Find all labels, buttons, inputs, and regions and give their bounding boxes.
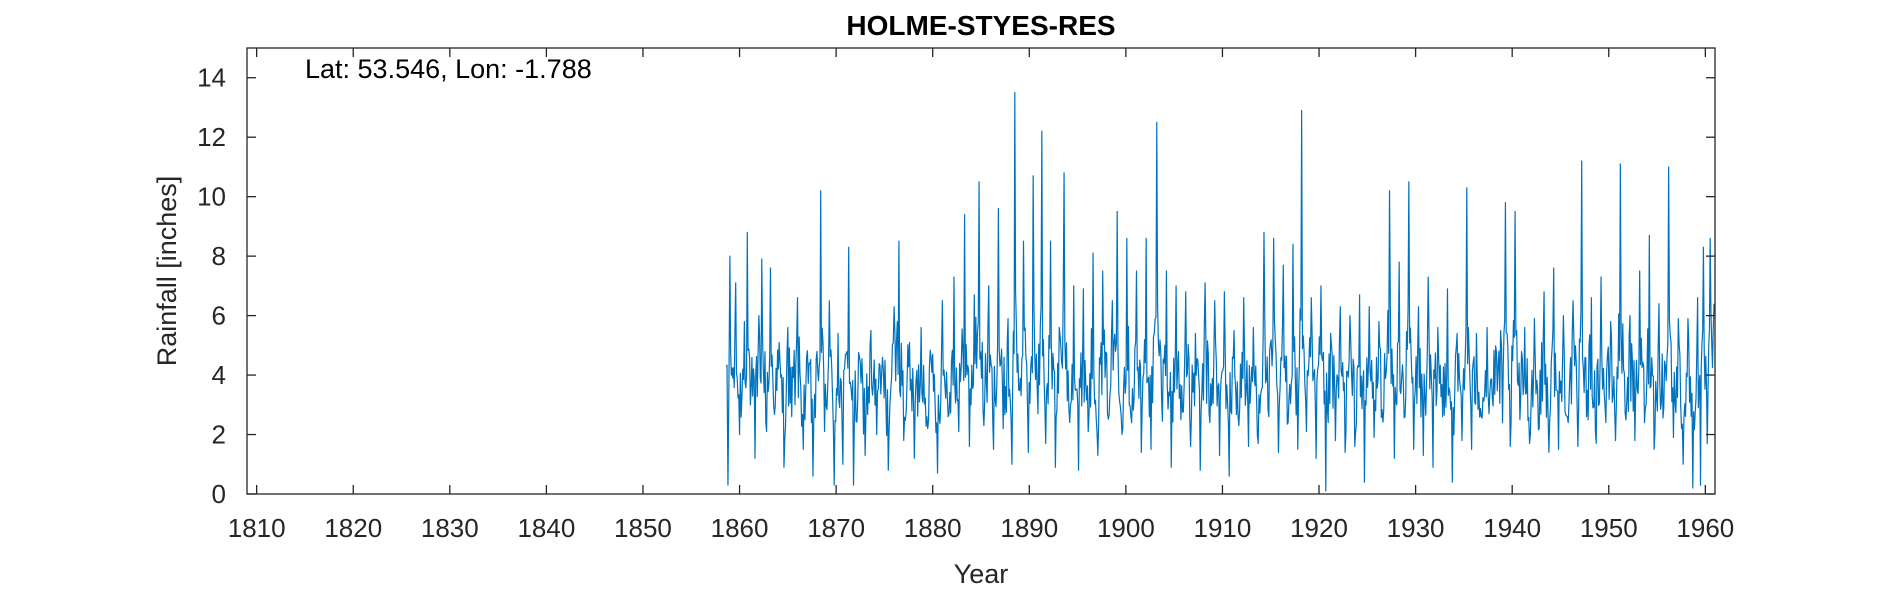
x-tick-label: 1880: [904, 513, 962, 543]
x-tick-label: 1940: [1483, 513, 1541, 543]
y-axis-label: Rainfall [inches]: [152, 176, 182, 367]
x-tick-label: 1920: [1290, 513, 1348, 543]
plot-area: [247, 48, 1715, 494]
x-axis-label: Year: [954, 559, 1009, 589]
x-tick-label: 1950: [1580, 513, 1638, 543]
x-tick-label: 1820: [324, 513, 382, 543]
rainfall-series-line: [725, 92, 1715, 492]
chart-title: HOLME-STYES-RES: [846, 10, 1115, 41]
y-tick-label: 4: [212, 360, 226, 390]
y-ticks: 0 2 4 6 8 10 12 14: [197, 63, 1715, 509]
series-layer: [725, 92, 1715, 492]
x-ticks: 1810 1820 1830 1840 1850 1860 1870 1880 1890 1900…: [228, 48, 1734, 543]
x-tick-label: 1830: [421, 513, 479, 543]
y-tick-label: 14: [197, 63, 226, 93]
y-tick-label: 12: [197, 122, 226, 152]
y-tick-label: 8: [212, 241, 226, 271]
x-tick-label: 1930: [1387, 513, 1445, 543]
x-tick-label: 1900: [1097, 513, 1155, 543]
x-tick-label: 1850: [614, 513, 672, 543]
x-tick-label: 1810: [228, 513, 286, 543]
x-tick-label: 1960: [1676, 513, 1734, 543]
location-annotation: Lat: 53.546, Lon: -1.788: [305, 54, 592, 84]
x-tick-label: 1840: [517, 513, 575, 543]
axes-box: [246, 47, 1716, 495]
x-tick-label: 1910: [1194, 513, 1252, 543]
y-tick-label: 6: [212, 301, 226, 331]
y-tick-label: 2: [212, 420, 226, 450]
y-tick-label: 0: [212, 479, 226, 509]
x-tick-label: 1870: [807, 513, 865, 543]
y-tick-label: 10: [197, 182, 226, 212]
x-tick-label: 1860: [711, 513, 769, 543]
x-tick-label: 1890: [1000, 513, 1058, 543]
